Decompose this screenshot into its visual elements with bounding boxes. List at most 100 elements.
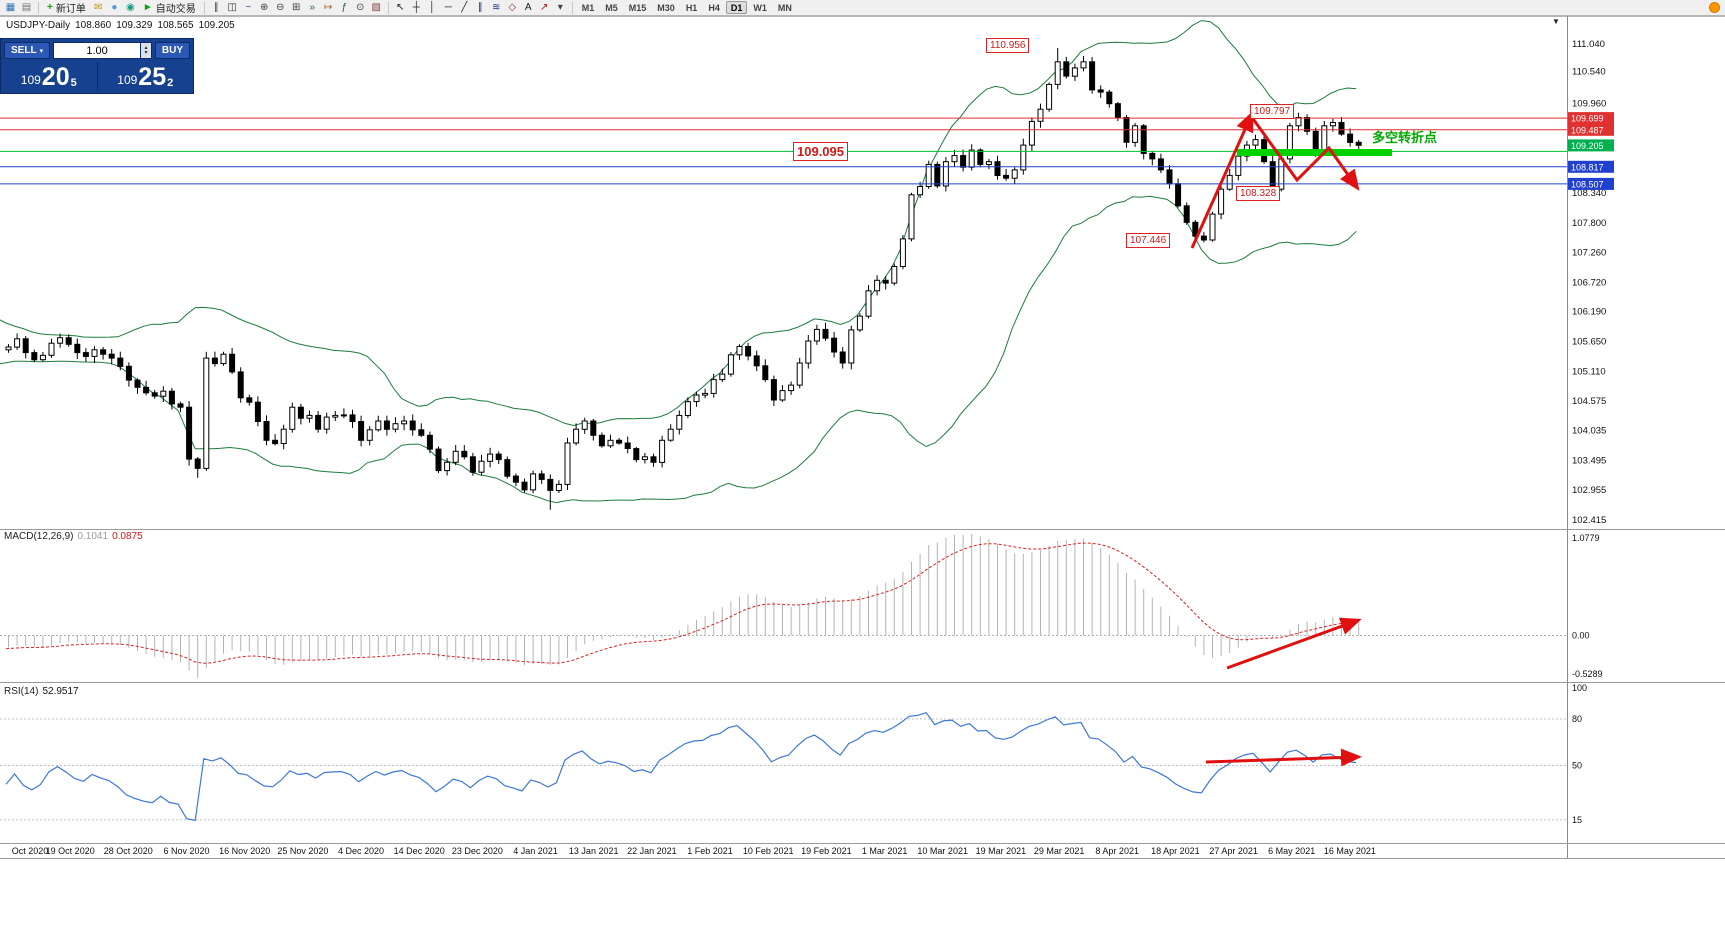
timeframe-M5[interactable]: M5	[605, 2, 618, 13]
rsi-value: 52.9517	[42, 686, 79, 697]
stepper-down-icon[interactable]: ▾	[144, 49, 148, 56]
bid-pipette: 5	[70, 77, 77, 89]
bar-chart-icon[interactable]: ∥	[213, 1, 219, 13]
symbol-period-label: USDJPY-Daily	[6, 20, 71, 31]
scroll-to-end-icon[interactable]: ▼	[1552, 17, 1560, 26]
turning-point-highlight[interactable]	[1237, 149, 1392, 156]
svg-text:111.040: 111.040	[1572, 39, 1605, 50]
horizontal-line-icon[interactable]: ─	[444, 1, 452, 13]
mail-icon[interactable]: ✉	[94, 1, 103, 13]
price-annotation[interactable]: 108.328	[1236, 186, 1281, 201]
svg-text:1 Feb 2021: 1 Feb 2021	[687, 846, 733, 856]
line-chart-icon[interactable]: ~	[245, 1, 252, 13]
chevron-down-icon: ▾	[39, 47, 44, 55]
svg-text:109.487: 109.487	[1571, 125, 1604, 135]
new-order-button[interactable]: + 新订单	[43, 1, 90, 15]
ask-pipette: 2	[167, 77, 174, 89]
bid-prefix: 109	[20, 73, 41, 87]
macd-axis-label: 0.00	[1572, 630, 1590, 640]
volume-input[interactable]	[53, 42, 142, 59]
timeframe-H1[interactable]: H1	[685, 2, 698, 13]
volume-stepper[interactable]: ▴ ▾	[141, 42, 152, 59]
buy-button-label: BUY	[161, 45, 183, 56]
turning-point-note[interactable]: 多空转折点	[1372, 130, 1438, 145]
timeframe-W1[interactable]: W1	[753, 2, 767, 13]
timeframe-MN[interactable]: MN	[777, 2, 792, 13]
objects-dropdown-icon[interactable]: ▾	[557, 1, 563, 13]
candlestick-chart-icon[interactable]: ◫	[227, 1, 237, 13]
crosshair-icon[interactable]: ┼	[412, 1, 420, 13]
news-icon[interactable]: ●	[111, 1, 118, 13]
rsi-name: RSI(14)	[4, 686, 39, 697]
vertical-line-icon[interactable]: │	[429, 1, 436, 13]
new-order-button-label: 新订单	[55, 4, 86, 15]
macd-trend-arrow[interactable]	[1226, 617, 1362, 670]
text-icon[interactable]: A	[524, 1, 532, 13]
rsi-axis-label: 80	[1572, 714, 1582, 724]
svg-text:10 Feb 2021: 10 Feb 2021	[743, 846, 794, 856]
chart-shift-icon[interactable]: ↦	[324, 1, 333, 13]
price-annotation[interactable]: 109.797	[1250, 104, 1295, 119]
svg-text:110.540: 110.540	[1572, 67, 1606, 78]
svg-text:108.507: 108.507	[1571, 179, 1604, 189]
zoom-in-icon[interactable]: ⊕	[260, 1, 269, 13]
svg-text:102.415: 102.415	[1572, 515, 1606, 526]
indicators-icon[interactable]: ƒ	[341, 1, 348, 13]
svg-text:10 Mar 2021: 10 Mar 2021	[917, 846, 968, 856]
shapes-icon[interactable]: ◇	[508, 1, 517, 13]
trendline-icon[interactable]: ╱	[461, 1, 468, 13]
svg-text:19 Feb 2021: 19 Feb 2021	[801, 846, 852, 856]
svg-text:14 Dec 2020: 14 Dec 2020	[394, 846, 445, 856]
price-up-arrow[interactable]	[1190, 110, 1254, 249]
timeframe-M15[interactable]: M15	[628, 2, 647, 13]
macd-name: MACD(12,26,9)	[4, 531, 74, 542]
autotrading-button[interactable]: ► 自动交易	[139, 1, 200, 15]
bid-price-button[interactable]: 109 20 5	[1, 62, 97, 91]
stepper-up-icon[interactable]: ▴	[144, 44, 148, 51]
macd-label: MACD(12,26,9) 0.1041 0.0875	[4, 531, 143, 542]
ask-big-digits: 25	[138, 63, 167, 91]
svg-text:108.340: 108.340	[1572, 188, 1606, 199]
timeframe-H4[interactable]: H4	[708, 2, 720, 13]
bollinger-upper-band	[0, 20, 1357, 427]
cursor-icon[interactable]: ↖	[396, 1, 405, 13]
svg-text:6 May 2021: 6 May 2021	[1268, 846, 1315, 856]
svg-text:105.650: 105.650	[1572, 337, 1606, 348]
buy-button[interactable]: BUY	[154, 42, 190, 59]
ask-price-button[interactable]: 109 25 2	[96, 62, 194, 91]
timeframe-M30[interactable]: M30	[657, 2, 675, 13]
toolbar-separator	[38, 1, 39, 14]
auto-scroll-icon[interactable]: »	[309, 1, 316, 13]
profiles-icon[interactable]: ▤	[21, 1, 32, 13]
templates-icon[interactable]: ▨	[371, 1, 381, 13]
sell-button[interactable]: SELL ▾	[4, 42, 51, 59]
zoom-out-icon[interactable]: ⊖	[276, 1, 285, 13]
svg-text:106.190: 106.190	[1572, 307, 1606, 318]
rsi-axis-label: 100	[1572, 683, 1587, 693]
rsi-axis-label: 15	[1572, 815, 1582, 825]
price-annotation[interactable]: 109.095	[793, 142, 848, 161]
toolbar-separator	[387, 1, 389, 14]
price-annotation[interactable]: 107.446	[1126, 233, 1171, 248]
notification-icon[interactable]	[1709, 2, 1720, 13]
rsi-trend-arrow[interactable]	[1205, 748, 1362, 767]
support-icon[interactable]: ◉	[125, 1, 135, 13]
new-chart-icon[interactable]: ▦	[5, 1, 16, 13]
arrows-icon[interactable]: ↗	[540, 1, 549, 13]
periods-icon[interactable]: ⊙	[356, 1, 365, 13]
price-annotation[interactable]: 110.956	[986, 38, 1030, 53]
svg-text:1 Mar 2021: 1 Mar 2021	[862, 846, 908, 856]
channel-icon[interactable]: ∥	[477, 1, 483, 13]
bollinger-lower-band	[0, 195, 1357, 504]
rsi-label: RSI(14) 52.9517	[4, 686, 79, 697]
toolbar: ▦ ▤ + 新订单 ✉ ● ◉ ► 自动交易 ∥ ◫ ~ ⊕ ⊖ ⊞ » ↦ ƒ ⊙ ▨ ↖ ┼ │ ─ ╱ ∥ ≋ ◇ A ↗ ▾ M1 M5…	[0, 0, 1725, 16]
price-zigzag-arrow[interactable]	[1249, 115, 1360, 191]
macd-main-value: 0.1041	[77, 531, 109, 542]
svg-text:109.205: 109.205	[1571, 141, 1604, 151]
timeframe-M1[interactable]: M1	[581, 2, 595, 13]
svg-text:28 Oct 2020: 28 Oct 2020	[104, 846, 153, 856]
fibonacci-icon[interactable]: ≋	[492, 1, 501, 13]
timeframe-D1[interactable]: D1	[725, 1, 748, 14]
tile-windows-icon[interactable]: ⊞	[292, 1, 301, 13]
